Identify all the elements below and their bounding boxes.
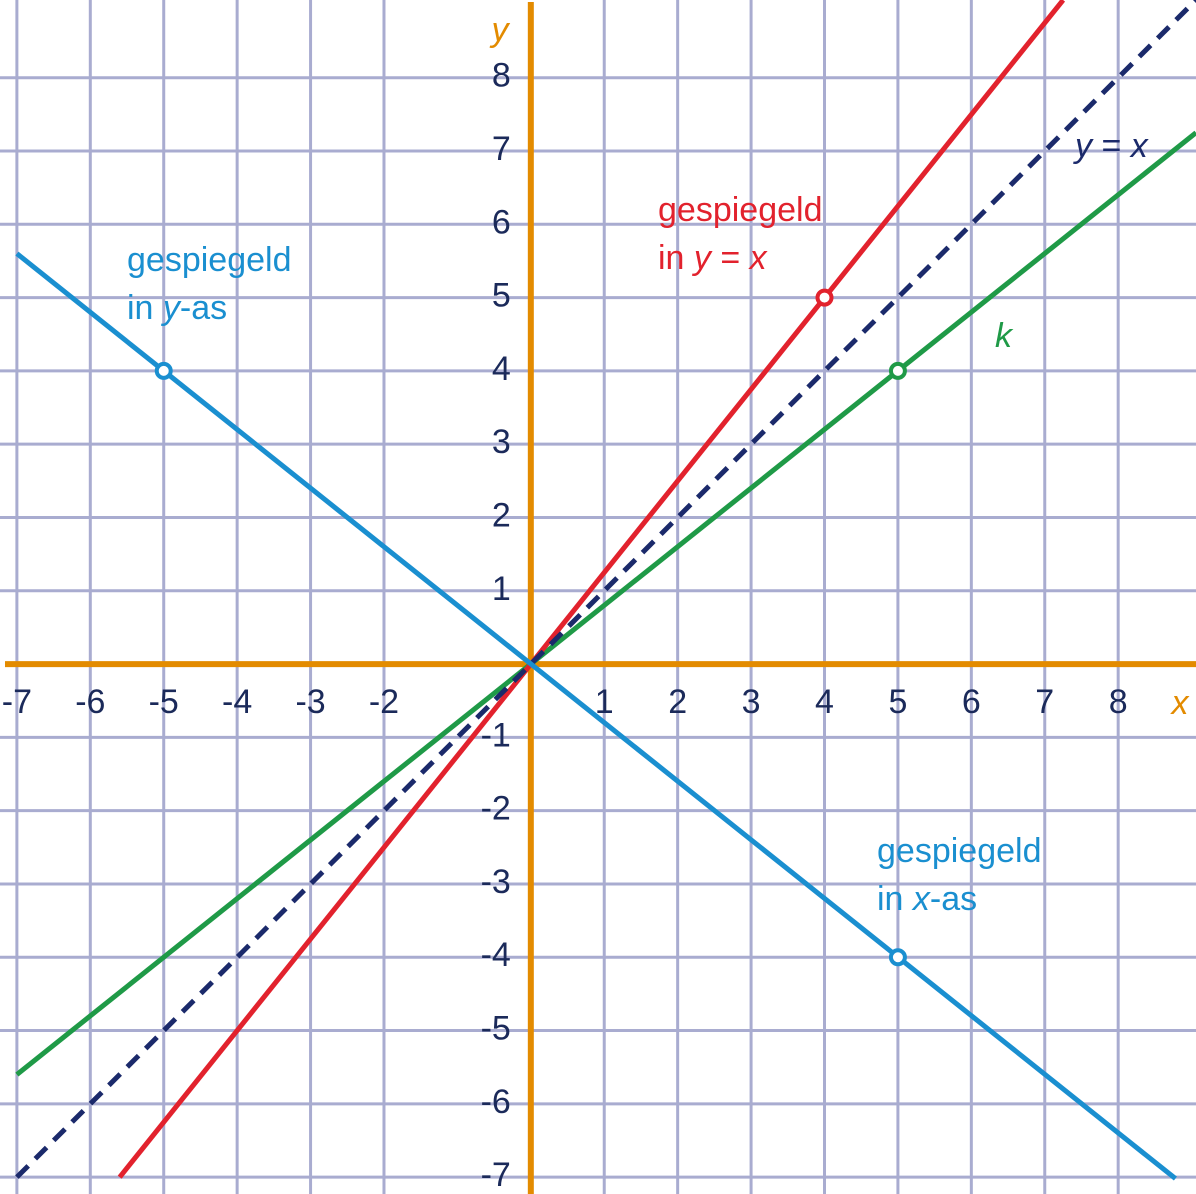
annotation-text: y	[161, 289, 182, 327]
annotation-text: x	[911, 880, 931, 918]
annotation-text: gespiegeld	[127, 241, 291, 279]
line	[15, 0, 1196, 1179]
annotation: k	[995, 317, 1014, 355]
annotation: y = x	[1073, 127, 1149, 165]
annotation-text: gespiegeld	[877, 832, 1041, 870]
x-tick-label: 3	[742, 683, 761, 721]
annotation: in x-as	[877, 880, 977, 918]
annotation-text: =	[711, 239, 750, 277]
y-tick-label: -3	[481, 863, 511, 901]
x-tick-label: 2	[668, 683, 687, 721]
annotation-text: y	[1073, 127, 1094, 165]
x-tick-label: 7	[1035, 683, 1054, 721]
annotation-text: x	[748, 239, 768, 277]
y-tick-label: -2	[481, 790, 511, 828]
x-tick-label: 1	[595, 683, 614, 721]
y-tick-label: 5	[492, 277, 511, 315]
point	[815, 288, 834, 307]
annotation-text: x	[1129, 127, 1149, 165]
annotation-text: in	[127, 289, 163, 327]
y-tick-label: 3	[492, 423, 511, 461]
point	[154, 361, 173, 380]
point	[888, 361, 907, 380]
annotation: in y = x	[658, 239, 768, 277]
y-tick-label: -6	[481, 1083, 511, 1121]
y-tick-label: 4	[492, 350, 511, 388]
y-axis-label: y	[490, 11, 511, 49]
y-tick-label: -7	[481, 1156, 511, 1194]
x-tick-label: -4	[222, 683, 252, 721]
x-tick-label: -7	[2, 683, 32, 721]
y-tick-label: -5	[481, 1010, 511, 1048]
x-tick-label: 5	[888, 683, 907, 721]
y-tick-label: -4	[481, 936, 511, 974]
point	[888, 948, 907, 967]
x-tick-label: -2	[369, 683, 399, 721]
annotation-text: -as	[180, 289, 227, 327]
annotation: in y-as	[127, 289, 227, 327]
x-tick-label: 8	[1109, 683, 1128, 721]
annotation-text: gespiegeld	[658, 191, 822, 229]
x-tick-label: -6	[75, 683, 105, 721]
x-tick-label: 6	[962, 683, 981, 721]
y-tick-label: 6	[492, 203, 511, 241]
annotation-text: k	[995, 317, 1014, 355]
y-tick-label: 7	[492, 130, 511, 168]
annotation-text: -as	[930, 880, 977, 918]
line	[117, 0, 1066, 1179]
x-axis-label: x	[1170, 684, 1190, 722]
annotation-text: in	[877, 880, 913, 918]
annotation: gespiegeld	[877, 832, 1041, 870]
annotation-text: in	[658, 239, 694, 277]
x-tick-label: -3	[295, 683, 325, 721]
x-tick-label: -5	[149, 683, 179, 721]
x-tick-label: 4	[815, 683, 834, 721]
annotation: gespiegeld	[658, 191, 822, 229]
y-tick-label: 2	[492, 496, 511, 534]
annotation: gespiegeld	[127, 241, 291, 279]
y-tick-label: 1	[492, 570, 511, 608]
annotation-text: =	[1092, 127, 1131, 165]
annotation-text: y	[692, 239, 713, 277]
y-tick-label: 8	[492, 57, 511, 95]
line	[15, 251, 1177, 1181]
line	[15, 130, 1196, 1077]
